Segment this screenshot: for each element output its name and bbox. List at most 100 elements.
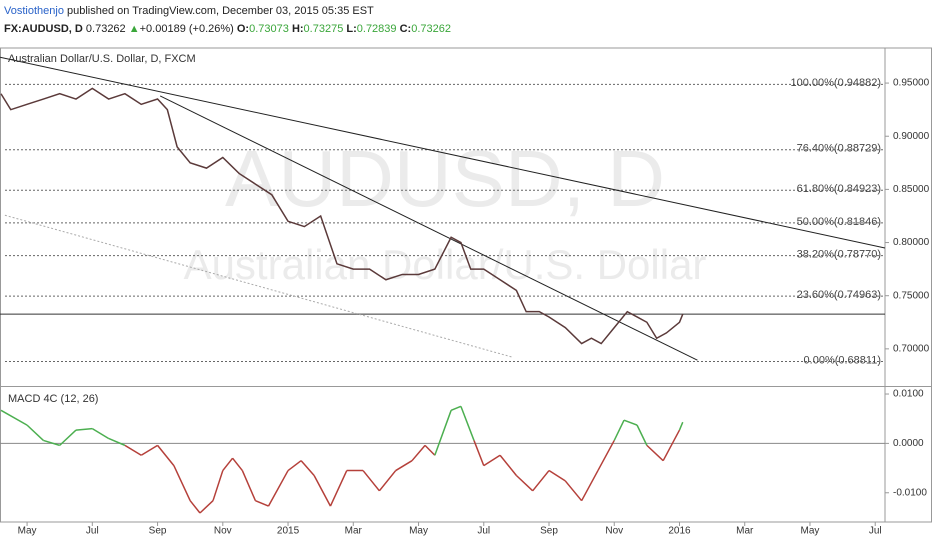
macd-segment	[26, 424, 44, 441]
y-tick-label: -0.0100	[893, 487, 927, 498]
macd-segment	[329, 470, 348, 507]
macd-segment	[378, 470, 397, 492]
x-tick-label: May	[18, 526, 37, 537]
macd-segment	[0, 409, 28, 426]
y-tick-label: 0.0100	[893, 389, 924, 400]
x-tick-label: Jul	[869, 526, 882, 537]
l-label: L:	[346, 23, 357, 35]
macd-segment	[362, 470, 380, 492]
trendline	[0, 56, 886, 249]
macd-segment	[222, 457, 234, 472]
fib-label: 38.20%(0.78770)	[797, 249, 881, 261]
fib-label: 76.40%(0.88729)	[797, 143, 881, 155]
macd-segment	[580, 470, 599, 502]
macd-segment	[411, 444, 426, 462]
macd-segment	[267, 470, 289, 507]
fib-label: 23.60%(0.74963)	[797, 289, 881, 301]
header-line: FX:AUDUSD, D 0.73262 ▲+0.00189 (+0.26%) …	[4, 20, 451, 38]
macd-segment	[395, 460, 413, 472]
macd-segment	[636, 424, 648, 446]
macd-segment	[300, 460, 315, 476]
pane-title: MACD 4C (12, 26)	[8, 393, 98, 405]
macd-segment	[156, 444, 175, 467]
x-tick-label: May	[409, 526, 428, 537]
x-tick-label: Nov	[214, 526, 232, 537]
low: 0.72839	[356, 23, 397, 35]
x-tick-label: Sep	[149, 526, 167, 537]
close: 0.73262	[411, 23, 451, 35]
macd-segment	[623, 419, 638, 426]
macd-segment	[499, 454, 517, 476]
macd-segment	[548, 469, 566, 482]
change: +0.00189 (+0.26%)	[139, 23, 234, 35]
macd-segment	[255, 499, 269, 507]
price-line	[0, 87, 684, 345]
macd-segment	[515, 474, 534, 492]
o-label: O:	[236, 23, 250, 35]
macd-segment	[75, 427, 93, 431]
macd-segment	[532, 470, 550, 492]
macd-segment	[450, 405, 462, 412]
y-tick-label: 0.0000	[893, 438, 924, 449]
macd-segment	[43, 439, 60, 447]
x-tick-label: Sep	[540, 526, 558, 537]
macd-segment	[189, 500, 201, 514]
macd-segment	[108, 437, 126, 447]
high: 0.73275	[303, 23, 344, 35]
macd-segment	[564, 480, 583, 502]
y-tick-label: 0.70000	[893, 343, 930, 354]
published: published on TradingView.com, December 0…	[63, 5, 374, 17]
macd-segment	[678, 421, 684, 431]
macd-segment	[124, 444, 142, 456]
fib-label: 0.00%(0.68811)	[804, 354, 881, 366]
price: 0.73262	[85, 23, 126, 35]
macd-segment	[241, 470, 257, 501]
x-tick-label: 2015	[277, 526, 300, 537]
macd-segment	[231, 457, 243, 472]
x-tick-label: Mar	[345, 526, 363, 537]
macd-segment	[199, 500, 214, 514]
x-tick-label: Jul	[477, 526, 490, 537]
x-tick-label: Mar	[736, 526, 754, 537]
macd-segment	[140, 444, 158, 456]
macd-segment	[287, 460, 302, 472]
x-tick-label: Nov	[605, 526, 623, 537]
macd-segment	[662, 429, 681, 462]
arrow: ▲	[128, 23, 140, 35]
header-line: Vostiothenjo published on TradingView.co…	[4, 2, 451, 20]
y-tick-label: 0.75000	[893, 290, 930, 301]
fib-label: 50.00%(0.81846)	[797, 216, 881, 228]
fib-label: 100.00%(0.94882)	[790, 77, 881, 89]
x-tick-label: 2016	[668, 526, 691, 537]
h-label: H:	[291, 23, 304, 35]
macd-segment	[173, 465, 191, 501]
y-tick-label: 0.90000	[893, 131, 930, 142]
macd-segment	[597, 440, 615, 471]
fib-label: 61.80%(0.84923)	[797, 183, 881, 195]
macd-segment	[646, 444, 664, 462]
symbol: FX:AUDUSD, D	[4, 23, 83, 35]
macd-segment	[613, 419, 625, 441]
macd-segment	[313, 475, 332, 507]
macd-segment	[434, 410, 452, 456]
x-tick-label: May	[801, 526, 820, 537]
x-tick-label: Jul	[86, 526, 99, 537]
macd-segment	[473, 440, 485, 466]
y-tick-label: 0.95000	[893, 78, 930, 89]
header: Vostiothenjo published on TradingView.co…	[4, 2, 451, 38]
open: 0.73073	[249, 23, 289, 35]
macd-segment	[460, 406, 475, 441]
c-label: C:	[399, 23, 412, 35]
macd-segment	[212, 470, 224, 501]
macd-segment	[483, 454, 501, 467]
y-tick-label: 0.80000	[893, 237, 930, 248]
macd-segment	[424, 444, 436, 456]
y-tick-label: 0.85000	[893, 184, 930, 195]
pane-title: Australian Dollar/U.S. Dollar, D, FXCM	[8, 53, 196, 65]
author[interactable]: Vostiothenjo	[4, 5, 64, 17]
watermark: AUDUSD, D	[225, 134, 665, 223]
trendline	[159, 95, 698, 361]
macd-segment	[91, 427, 110, 440]
